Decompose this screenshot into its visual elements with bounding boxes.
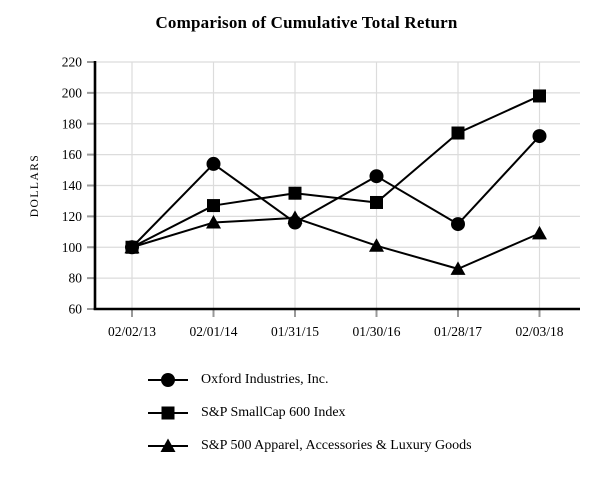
triangle-marker [369, 238, 384, 252]
circle-marker [532, 129, 547, 144]
chart-title: Comparison of Cumulative Total Return [155, 13, 458, 32]
y-tick-label: 100 [62, 240, 83, 255]
plot-area: 60 80 100 120 140 160 180 200 220 02/02/13 02/01/1… [29, 55, 580, 339]
x-tick-label: 02/02/13 [108, 324, 156, 339]
circle-marker-icon [148, 373, 188, 387]
y-tick-label: 80 [69, 271, 83, 286]
square-marker [207, 199, 220, 213]
x-tick-label: 01/31/15 [271, 324, 319, 339]
y-tick-label: 180 [62, 116, 83, 131]
legend-item-sp-500-apparel: S&P 500 Apparel, Accessories & Luxury Go… [148, 438, 613, 454]
x-tick-label: 02/01/14 [189, 324, 237, 339]
legend-label: S&P 500 Apparel, Accessories & Luxury Go… [201, 438, 472, 453]
y-tick-label: 60 [69, 302, 83, 317]
square-marker-icon [148, 406, 188, 420]
legend-item-oxford-industries: Oxford Industries, Inc. [148, 372, 613, 388]
series-line-1 [131, 95, 540, 249]
circle-marker [369, 169, 384, 184]
triangle-marker [287, 210, 303, 224]
triangle-marker [450, 261, 466, 275]
legend-item-sp-smallcap-600: S&P SmallCap 600 Index [148, 405, 613, 421]
legend: Oxford Industries, Inc. S&P SmallCap 600… [148, 372, 613, 454]
circle-marker [161, 373, 175, 387]
triangle-marker [206, 215, 221, 229]
series-line-0 [131, 135, 541, 248]
y-tick-label: 200 [62, 85, 83, 100]
square-marker [370, 195, 383, 209]
y-tick-label: 120 [62, 209, 83, 224]
x-tick-label: 01/30/16 [352, 324, 400, 339]
circle-marker [451, 217, 465, 232]
legend-label: Oxford Industries, Inc. [201, 372, 329, 387]
y-tick-label: 140 [62, 178, 83, 193]
x-tick-label: 01/28/17 [434, 324, 482, 339]
y-tick-label: 160 [62, 147, 83, 162]
square-marker [161, 406, 175, 420]
square-marker [451, 126, 465, 140]
circle-marker [206, 156, 221, 171]
triangle-marker [160, 438, 176, 452]
square-marker [288, 186, 302, 200]
triangle-marker [532, 225, 547, 240]
triangle-marker-icon [148, 438, 188, 452]
triangle-marker [124, 239, 140, 254]
y-tick-label: 220 [62, 55, 83, 70]
legend-label: S&P SmallCap 600 Index [201, 405, 346, 420]
x-tick-label: 02/03/18 [515, 324, 563, 339]
y-axis-title: DOLLARS [29, 154, 41, 218]
series-line-2 [131, 216, 540, 270]
square-marker [533, 89, 546, 103]
